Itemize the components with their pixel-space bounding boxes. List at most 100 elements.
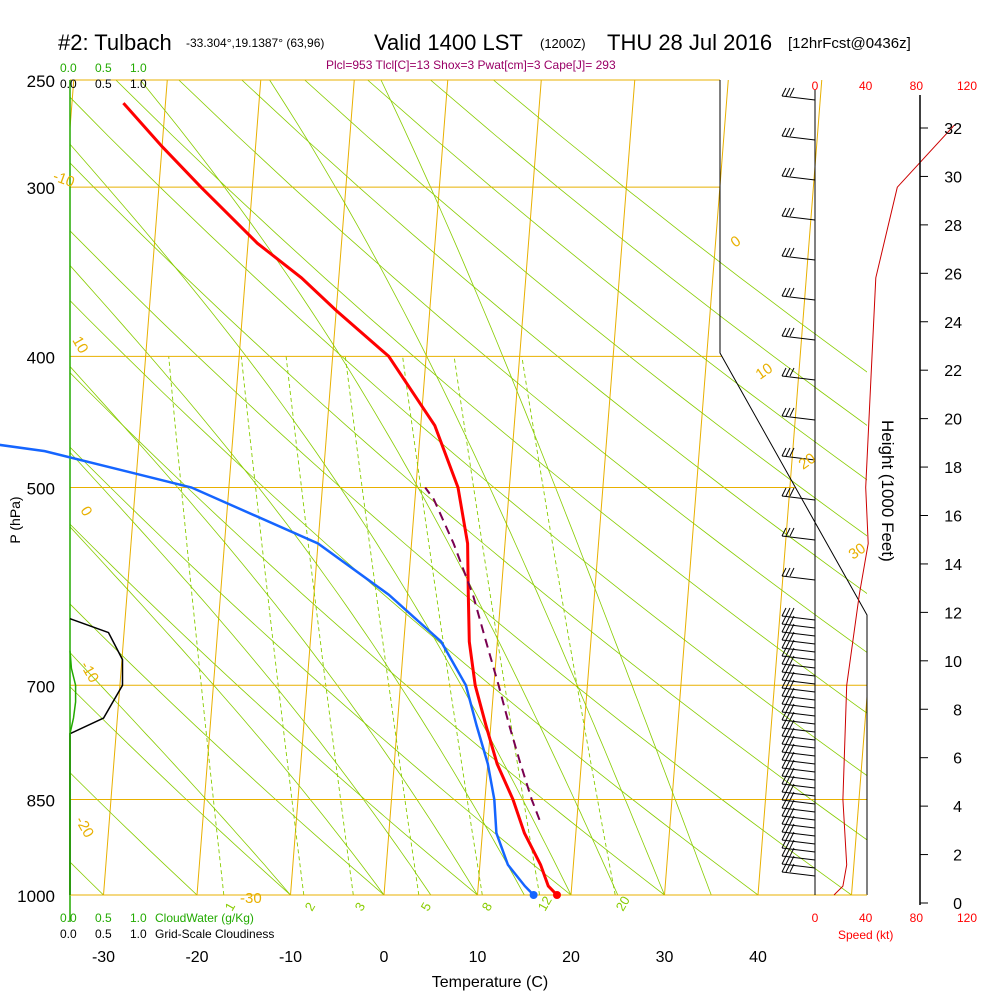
cloudiness-scale-bottom: 0.5 [95, 927, 112, 941]
wind-barb [781, 799, 816, 813]
wind-barb [781, 839, 816, 853]
height-tick-label: 30 [944, 169, 962, 186]
wind-barb-flag [785, 567, 791, 577]
pressure-tick-label: 700 [27, 677, 55, 696]
wind-barb-staff [781, 335, 816, 341]
wind-barb-flag [781, 839, 787, 849]
wind-barb-flag [789, 615, 795, 625]
wind-barb-staff [781, 871, 816, 877]
dry-adiabat [304, 80, 867, 537]
wind-barb-flag [781, 807, 787, 817]
wind-barb [781, 447, 816, 461]
wind-barb-flag [781, 767, 787, 777]
wind-barb-flag [785, 687, 791, 697]
wind-barb-flag [785, 711, 791, 721]
speed-tick-top: 80 [910, 79, 924, 93]
wind-barb-staff [781, 575, 816, 581]
wind-barb-flag [781, 87, 787, 97]
sounding-parameters: Plcl=953 Tlcl[C]=13 Shox=3 Pwat[cm]=3 Ca… [326, 58, 616, 72]
wind-barb-flag [781, 647, 787, 657]
wind-barb [781, 831, 816, 845]
wind-barb [781, 607, 816, 621]
speed-tick-top: 40 [859, 79, 873, 93]
wind-barb-flag [785, 447, 791, 457]
wind-barb [781, 407, 816, 421]
wind-barb-flag [781, 847, 787, 857]
wind-barb-flag [789, 527, 795, 537]
mixing-ratio-label: 12 [535, 893, 555, 913]
wind-barb-flag [789, 695, 795, 705]
wind-barb-flag [781, 687, 787, 697]
isotherm-line [851, 690, 867, 895]
wind-barb-staff [781, 135, 816, 141]
wind-barb-flag [785, 607, 791, 617]
dry-adiabat [70, 96, 867, 777]
wind-barb-flag [785, 831, 791, 841]
height-tick-label: 10 [944, 654, 962, 671]
utc-time: (1200Z) [540, 36, 586, 51]
wind-barb-flag [785, 735, 791, 745]
wind-barb [781, 487, 816, 501]
wind-barb-flag [785, 807, 791, 817]
cloudwater-scale-top: 0.0 [60, 61, 77, 75]
wind-barb-staff [781, 711, 816, 717]
temperature-tick-label: 40 [749, 949, 767, 966]
wind-barb-flag [789, 823, 795, 833]
wind-barb [781, 759, 816, 773]
wind-barb-flag [781, 639, 787, 649]
wind-barb-flag [785, 703, 791, 713]
station-title: #2: Tulbach [58, 30, 172, 55]
wind-barb-flag [789, 631, 795, 641]
dry-adiabat [430, 80, 867, 426]
wind-barb-flag [781, 167, 787, 177]
temperature-surface-point [552, 891, 561, 899]
wind-barb-flag [781, 207, 787, 217]
dry-adiabat [493, 80, 867, 373]
pressure-tick-label: 400 [27, 348, 55, 367]
dry-adiabat [70, 523, 478, 895]
moist-adiabat [139, 80, 619, 895]
wind-barb-staff [781, 719, 816, 725]
wind-barb-flag [781, 823, 787, 833]
wind-barb [781, 815, 816, 829]
wind-barb-flag [785, 631, 791, 641]
wind-barb-flag [789, 671, 795, 681]
speed-tick-bottom: 40 [859, 911, 873, 925]
wind-barb-flag [785, 127, 791, 137]
wind-barb-flag [785, 287, 791, 297]
wind-barb-staff [781, 807, 816, 813]
wind-barb [781, 863, 816, 877]
cloudwater-scale-top: 1.0 [130, 61, 147, 75]
wind-barb-flag [781, 607, 787, 617]
wind-barb-staff [781, 855, 816, 861]
wind-barb-staff [781, 783, 816, 789]
wind-barb-flag [785, 247, 791, 257]
cloudwater-label: CloudWater (g/Kg) [155, 911, 254, 925]
dry-adiabat [70, 772, 198, 895]
wind-barb [781, 663, 816, 677]
wind-barb-staff [781, 215, 816, 221]
wind-barb [781, 743, 816, 757]
isotherm-label: 10 [69, 334, 92, 357]
wind-barb [781, 823, 816, 837]
wind-barb-staff [781, 759, 816, 765]
wind-barb-flag [789, 607, 795, 617]
dry-adiabat [70, 603, 385, 895]
wind-barb-flag [789, 207, 795, 217]
mixing-ratio-label: 3 [352, 900, 369, 914]
wind-barb [781, 639, 816, 653]
wind-barb-flag [789, 367, 795, 377]
wind-barb-flag [785, 839, 791, 849]
isotherm-label: 30 [846, 540, 869, 563]
wind-barb-flag [781, 855, 787, 865]
height-tick-label: 0 [953, 896, 962, 913]
wind-barb-flag [781, 527, 787, 537]
wind-barb [781, 751, 816, 765]
wind-barb-flag [785, 679, 791, 689]
wind-barb [781, 207, 816, 221]
wind-barb-flag [781, 751, 787, 761]
valid-time: Valid 1400 LST [374, 30, 523, 55]
wind-barb-flag [785, 487, 791, 497]
wind-barb-staff [781, 751, 816, 757]
wind-barb-flag [785, 719, 791, 729]
